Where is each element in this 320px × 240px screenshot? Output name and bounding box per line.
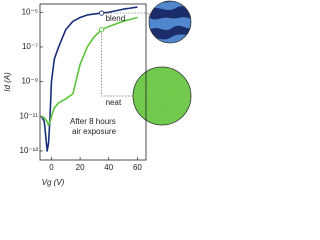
y-tick-label: 10⁻¹³	[20, 146, 39, 155]
y-tick-label: 10⁻⁵	[22, 7, 38, 16]
plot-frame	[39, 3, 147, 161]
legend-label: blend	[106, 14, 126, 23]
blend-image-border	[148, 0, 192, 44]
x-tick-label: 0	[49, 163, 54, 172]
y-tick-label: 10⁻¹¹	[20, 111, 39, 120]
marker	[98, 26, 105, 33]
x-tick-label: 40	[104, 163, 113, 172]
annotation: air exposure	[72, 127, 117, 136]
series-line	[41, 16, 138, 127]
x-axis-label: Vg (V)	[42, 178, 65, 187]
y-axis-label: Id (A)	[3, 72, 12, 92]
marker	[98, 10, 105, 16]
neat-image	[133, 67, 191, 125]
neat-image-border	[132, 66, 192, 126]
leader-line	[101, 12, 150, 22]
legend-label: neat	[106, 98, 122, 107]
x-tick-label: 60	[133, 163, 142, 172]
leader-line	[101, 29, 133, 97]
annotation: After 8 hours	[70, 117, 116, 126]
chart: Vg (V) Id (A) After 8 hours air exposure…	[3, 0, 192, 187]
x-tick-label: 20	[76, 163, 85, 172]
y-tick-label: 10⁻⁷	[22, 42, 38, 51]
y-tick-label: 10⁻⁹	[21, 77, 38, 86]
